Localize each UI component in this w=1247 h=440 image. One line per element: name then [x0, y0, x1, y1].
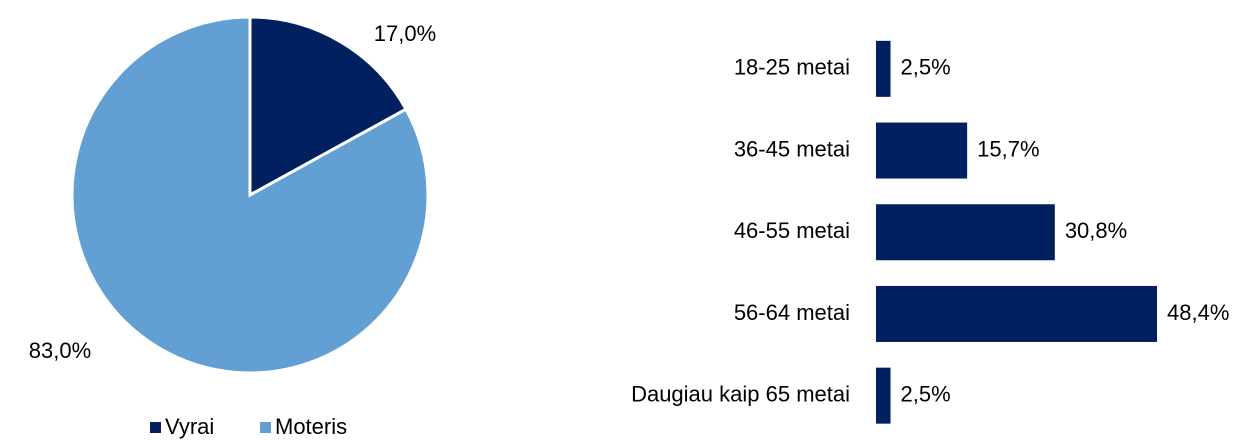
y-tick-label: 36-45 metai [734, 136, 850, 161]
bar [876, 40, 891, 97]
data-label: 48,4% [1167, 300, 1229, 325]
y-tick-label: 18-25 metai [734, 55, 850, 80]
bar [876, 367, 891, 424]
bar [876, 122, 968, 179]
legend-label: Vyrai [165, 414, 214, 439]
data-label: 30,8% [1065, 218, 1127, 243]
y-tick-label: Daugiau kaip 65 metai [631, 381, 850, 406]
data-label: 17,0% [374, 21, 436, 46]
data-label: 2,5% [901, 55, 951, 80]
bar [876, 204, 1055, 261]
y-tick-label: 46-55 metai [734, 218, 850, 243]
legend-marker [150, 422, 161, 433]
pie-slice [70, 15, 430, 375]
pie-slice [248, 15, 409, 198]
y-tick-label: 56-64 metai [734, 300, 850, 325]
data-label: 15,7% [977, 136, 1039, 161]
legend-marker [260, 422, 271, 433]
data-label: 2,5% [901, 381, 951, 406]
bar [876, 285, 1157, 342]
legend-label: Moteris [275, 414, 347, 439]
data-label: 83,0% [29, 338, 91, 363]
